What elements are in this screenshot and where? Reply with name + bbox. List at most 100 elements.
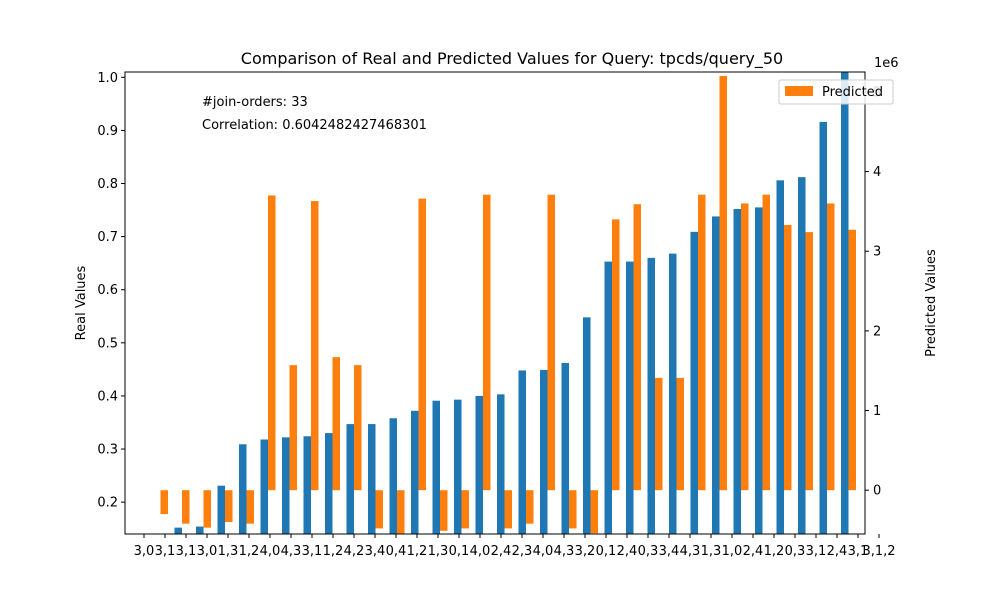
- legend: Predicted: [778, 79, 894, 105]
- x-tick-label: 0,4: [386, 544, 407, 559]
- predicted-bar: [676, 377, 684, 491]
- predicted-bar: [526, 490, 534, 524]
- predicted-bar: [397, 490, 405, 534]
- right-axis-label: Predicted Values: [924, 249, 939, 357]
- real-bar: [798, 177, 806, 534]
- left-tick-label: 0.6: [97, 283, 118, 298]
- real-bar: [626, 261, 634, 534]
- x-tick-label: 4,0: [533, 544, 554, 559]
- x-axis: 3,0 3,1 3,1 3,0 1,3 1,2 4,0 4,3 3,1 1,2 4,2 3,4 0,4 1…: [134, 534, 896, 559]
- x-tick-label: 3,1: [176, 544, 197, 559]
- left-y-axis: 0.2 0.3 0.4 0.5 0.6 0.7 0.8 0.9 1.0: [97, 71, 125, 511]
- real-bar: [518, 370, 526, 534]
- predicted-values-bars: [160, 75, 856, 534]
- x-tick-label: 0,1: [449, 544, 470, 559]
- real-bar: [604, 261, 612, 534]
- legend-swatch-predicted: [785, 86, 813, 96]
- real-bar: [583, 317, 591, 534]
- real-bar: [432, 400, 440, 534]
- real-bar: [475, 395, 483, 534]
- x-tick-label: 4,3: [554, 544, 575, 559]
- predicted-bar: [440, 490, 448, 531]
- predicted-bar: [569, 490, 577, 529]
- x-tick-label: 3,4: [365, 544, 386, 559]
- real-bar: [196, 526, 204, 534]
- real-bar: [411, 410, 419, 534]
- predicted-bar: [612, 219, 620, 491]
- right-tick-label: 4: [873, 165, 881, 180]
- predicted-bar: [633, 204, 641, 491]
- left-tick-label: 0.5: [97, 336, 118, 351]
- predicted-bar: [547, 194, 555, 491]
- predicted-bar: [311, 201, 319, 491]
- chart-title: Comparison of Real and Predicted Values …: [241, 49, 783, 69]
- x-tick-label: 4,0: [470, 544, 491, 559]
- right-tick-label: 2: [873, 324, 881, 339]
- x-tick-label: 1,3: [218, 544, 239, 559]
- predicted-bar: [719, 75, 727, 491]
- predicted-bar: [289, 365, 297, 491]
- predicted-bar: [848, 229, 856, 491]
- x-tick-label: 2,4: [743, 544, 764, 559]
- x-tick-label: 1,3: [428, 544, 449, 559]
- left-tick-label: 0.2: [97, 496, 118, 511]
- left-tick-label: 1.0: [97, 71, 118, 86]
- x-tick-label: 1,2: [764, 544, 785, 559]
- left-tick-label: 0.3: [97, 443, 118, 458]
- left-tick-label: 0.9: [97, 124, 118, 139]
- predicted-bar: [827, 203, 835, 491]
- x-tick-label: 2,3: [512, 544, 533, 559]
- real-bar: [733, 209, 741, 534]
- right-tick-label: 0: [873, 484, 881, 499]
- real-bar: [647, 257, 655, 534]
- predicted-bar: [762, 194, 770, 491]
- x-tick-label: 1,3: [701, 544, 722, 559]
- predicted-bar: [203, 490, 211, 528]
- predicted-bar: [160, 490, 168, 515]
- correlation-annotation: Correlation: 0.6042482427468301: [202, 118, 427, 133]
- predicted-bar: [246, 490, 254, 524]
- x-tick-label: 3,1: [848, 544, 869, 559]
- left-tick-label: 0.8: [97, 177, 118, 192]
- real-bar: [712, 216, 720, 534]
- left-axis-label: Real Values: [74, 265, 89, 340]
- x-tick-label: 2,4: [827, 544, 848, 559]
- real-bar: [346, 424, 354, 534]
- real-bar: [260, 439, 268, 534]
- plot-frame: [124, 71, 866, 535]
- x-tick-label: 2,4: [617, 544, 638, 559]
- real-bar: [174, 527, 182, 534]
- real-bar: [454, 399, 462, 534]
- right-tick-label: 3: [873, 245, 881, 260]
- real-bar: [690, 231, 698, 534]
- real-bar: [368, 424, 376, 534]
- real-bar: [669, 253, 677, 535]
- x-tick-label: 0,1: [596, 544, 617, 559]
- predicted-bar: [354, 365, 362, 491]
- x-tick-label: 4,3: [281, 544, 302, 559]
- x-tick-label: 4,2: [344, 544, 365, 559]
- predicted-bar: [418, 198, 426, 491]
- real-bar: [561, 363, 569, 534]
- predicted-bar: [375, 490, 383, 529]
- x-tick-label: 3,1,2: [862, 544, 895, 559]
- x-tick-label: 1,2: [407, 544, 428, 559]
- real-bar: [497, 394, 505, 534]
- x-tick-label: 1,2: [323, 544, 344, 559]
- predicted-bar: [590, 490, 598, 534]
- real-bar: [819, 121, 827, 535]
- predicted-bar: [461, 490, 469, 529]
- x-tick-label: 0,3: [785, 544, 806, 559]
- predicted-bar: [268, 195, 276, 491]
- real-bar: [841, 72, 849, 534]
- x-tick-label: 0,3: [638, 544, 659, 559]
- x-tick-label: 2,4: [491, 544, 512, 559]
- legend-label-predicted: Predicted: [822, 85, 883, 100]
- predicted-bar: [504, 490, 512, 529]
- real-bar: [755, 207, 763, 534]
- right-axis-multiplier: 1e6: [874, 56, 899, 71]
- real-bar: [540, 369, 548, 534]
- real-bar: [389, 418, 397, 534]
- predicted-bar: [225, 490, 233, 523]
